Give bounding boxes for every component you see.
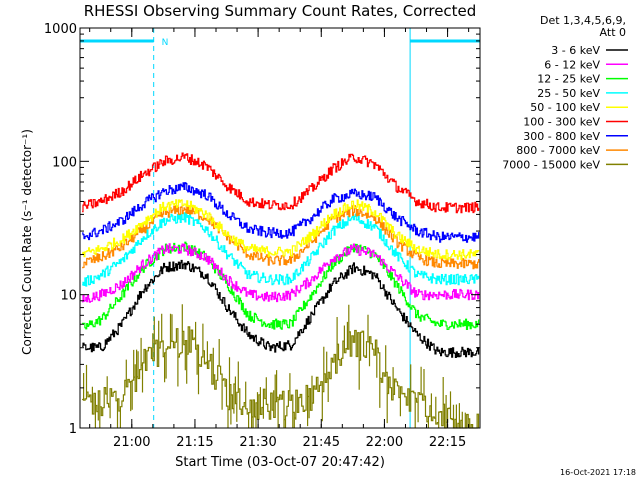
legend-label-8: 7000 - 15000 keV [502,158,600,171]
chart-title: RHESSI Observing Summary Count Rates, Co… [84,2,477,20]
plot-frame [79,27,481,429]
series-line-1 [82,243,480,303]
y-tick-label-2: 100 [52,155,77,170]
y-tick-label-0: 1 [69,422,77,437]
legend-label-1: 6 - 12 keV [544,58,600,71]
legend-header-1: Att 0 [600,26,626,39]
legend-label-5: 100 - 300 keV [523,116,600,129]
series-line-5 [82,152,480,214]
x-tick-label-1: 21:15 [176,435,213,450]
x-tick-label-3: 21:45 [303,435,340,450]
series-line-4 [82,199,480,261]
footer-date: 16-Oct-2021 17:18 [560,468,636,477]
series-line-7 [82,204,480,270]
y-axis-label: Corrected Count Rate (s⁻¹ detector⁻¹) [20,129,34,355]
legend-header-0: Det 1,3,4,5,6,9, [540,14,626,27]
legend-label-7: 800 - 7000 keV [516,144,600,157]
legend-label-6: 300 - 800 keV [523,130,600,143]
series-line-6 [82,182,480,243]
x-tick-label-5: 22:15 [429,435,466,450]
legend-label-4: 50 - 100 keV [530,101,600,114]
y-tick-label-3: 1000 [44,22,77,37]
x-axis-label: Start Time (03-Oct-07 20:47:42) [175,455,385,470]
series-line-0 [82,259,480,358]
y-tick-label-1: 10 [60,289,77,304]
x-tick-label-0: 21:00 [113,435,150,450]
legend-label-0: 3 - 6 keV [551,44,600,57]
x-tick-label-2: 21:30 [239,435,276,450]
x-tick-label-4: 22:00 [366,435,403,450]
legend-label-2: 12 - 25 keV [537,73,600,86]
legend-label-3: 25 - 50 keV [537,87,600,100]
axes: 1 10 100 1000 21:00 21:15 21:30 21:45 22:00 22:15 [44,22,480,450]
series-line-3 [82,212,480,287]
night-marker: N [162,38,169,48]
series-line-8 [82,304,480,429]
